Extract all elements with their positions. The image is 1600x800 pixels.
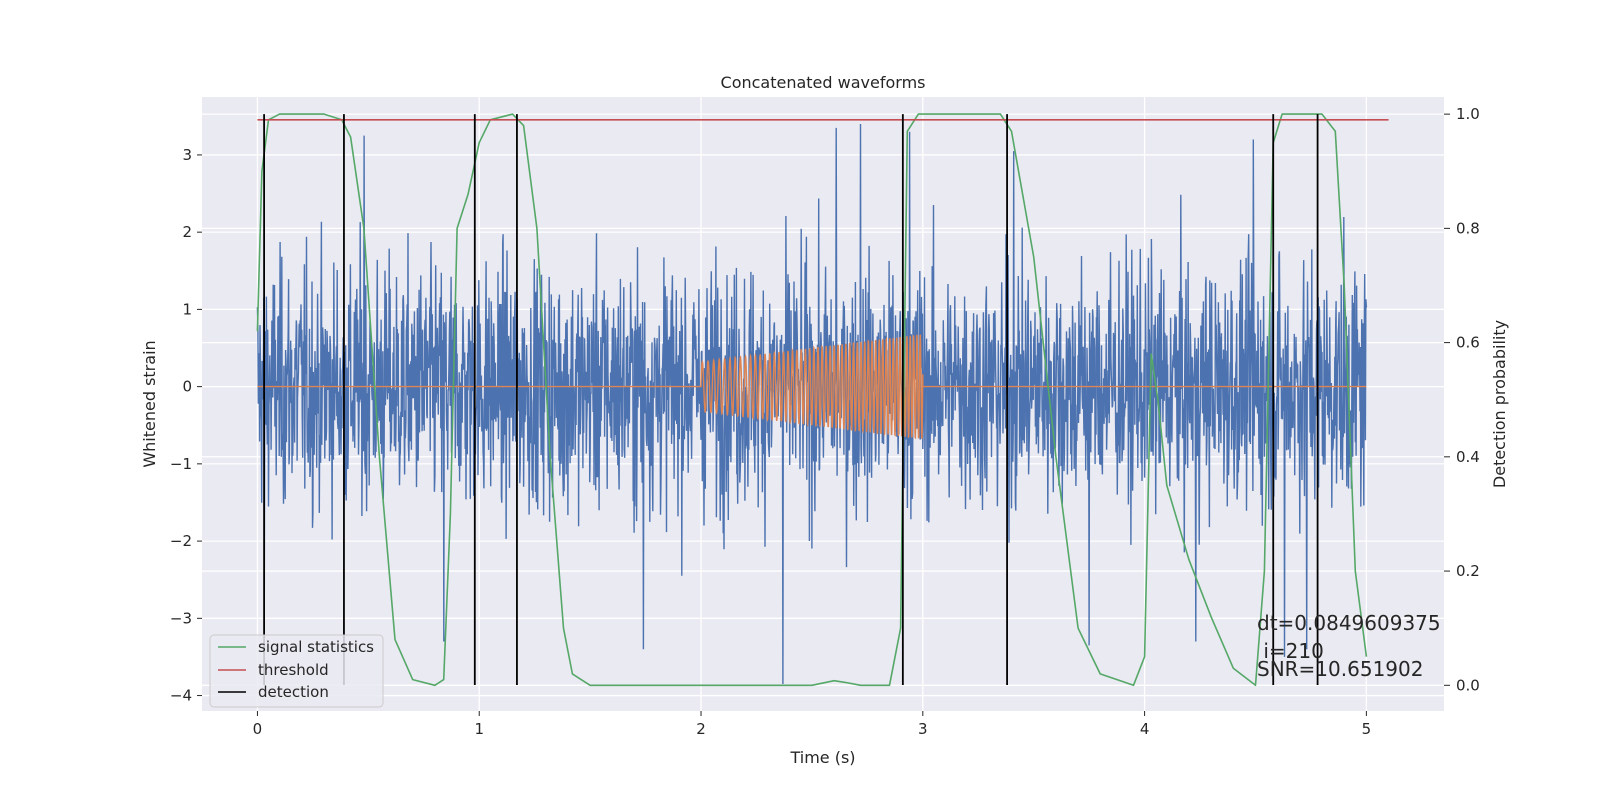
y2-tick-label: 0.6: [1456, 334, 1480, 352]
annotation-dt: dt=0.0849609375: [1257, 611, 1441, 635]
legend-label-detection: detection: [258, 683, 329, 701]
y2-axis-label: Detection probability: [1490, 320, 1509, 488]
y-tick-label: −3: [170, 609, 192, 627]
y-tick-label: 0: [182, 378, 192, 396]
y-tick-label: −2: [170, 532, 192, 550]
detection-series: [263, 114, 1319, 685]
y2-tick-label: 0.2: [1456, 562, 1480, 580]
x-tick-label: 3: [918, 720, 928, 738]
x-axis-label: Time (s): [789, 748, 855, 767]
signal-statistics-line: [256, 113, 1368, 687]
legend-box: [209, 634, 384, 708]
y-tick-label: 2: [182, 223, 192, 241]
waveform-line: [257, 334, 1367, 440]
noise-series: [256, 123, 1368, 685]
chart-title: Concatenated waveforms: [721, 73, 926, 92]
y2-tick-label: 0.0: [1456, 676, 1480, 694]
legend-label-threshold: threshold: [258, 661, 329, 679]
y2-tick-label: 0.4: [1456, 448, 1480, 466]
y2-tick-label: 1.0: [1456, 105, 1480, 123]
x-tick-label: 4: [1140, 720, 1150, 738]
legend-label-signal-statistics: signal statistics: [258, 638, 374, 656]
x-tick-label: 0: [253, 720, 263, 738]
y2-tick-label: 0.8: [1456, 219, 1480, 237]
ticks: 0 1 2 3 4 5 −4 −3 −2 −1 0 1 2 3 0.0 0.2 0.4 0.6 0.8 1.0: [170, 105, 1480, 738]
annotation-snr: SNR=10.651902: [1257, 657, 1423, 681]
signal-statistics-series: [256, 113, 1368, 687]
y-tick-label: −1: [170, 455, 192, 473]
x-tick-label: 1: [474, 720, 484, 738]
annotations: dt=0.0849609375 i=210 SNR=10.651902: [1257, 611, 1441, 681]
y-tick-label: 3: [182, 146, 192, 164]
annotation-i: i=210: [1257, 639, 1324, 663]
y-tick-label: −4: [170, 687, 192, 705]
y-tick-label: 1: [182, 300, 192, 318]
y-axis-label: Whitened strain: [140, 340, 159, 467]
x-tick-label: 2: [696, 720, 706, 738]
legend: signal statistics threshold detection: [209, 634, 384, 708]
x-tick-label: 5: [1362, 720, 1372, 738]
waveform-series: [257, 334, 1367, 440]
noise-line: [256, 123, 1368, 685]
